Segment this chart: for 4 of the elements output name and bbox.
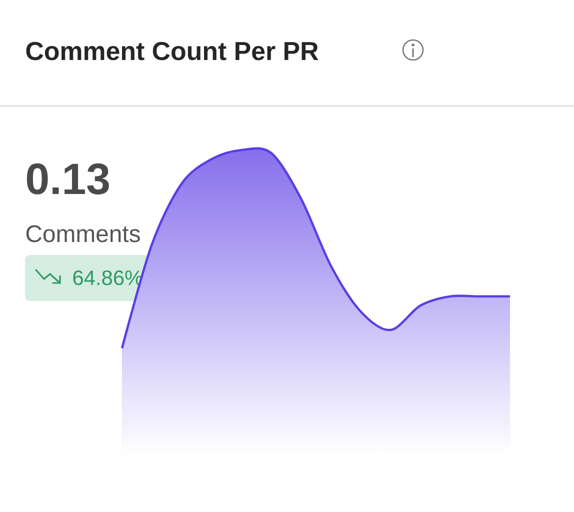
- annotation: Comments: [26, 225, 140, 242]
- annotation: 64.86%: [73, 270, 142, 286]
- text: 0.13: [26, 163, 109, 194]
- chart-title: Comment Count Per PR: [26, 42, 318, 60]
